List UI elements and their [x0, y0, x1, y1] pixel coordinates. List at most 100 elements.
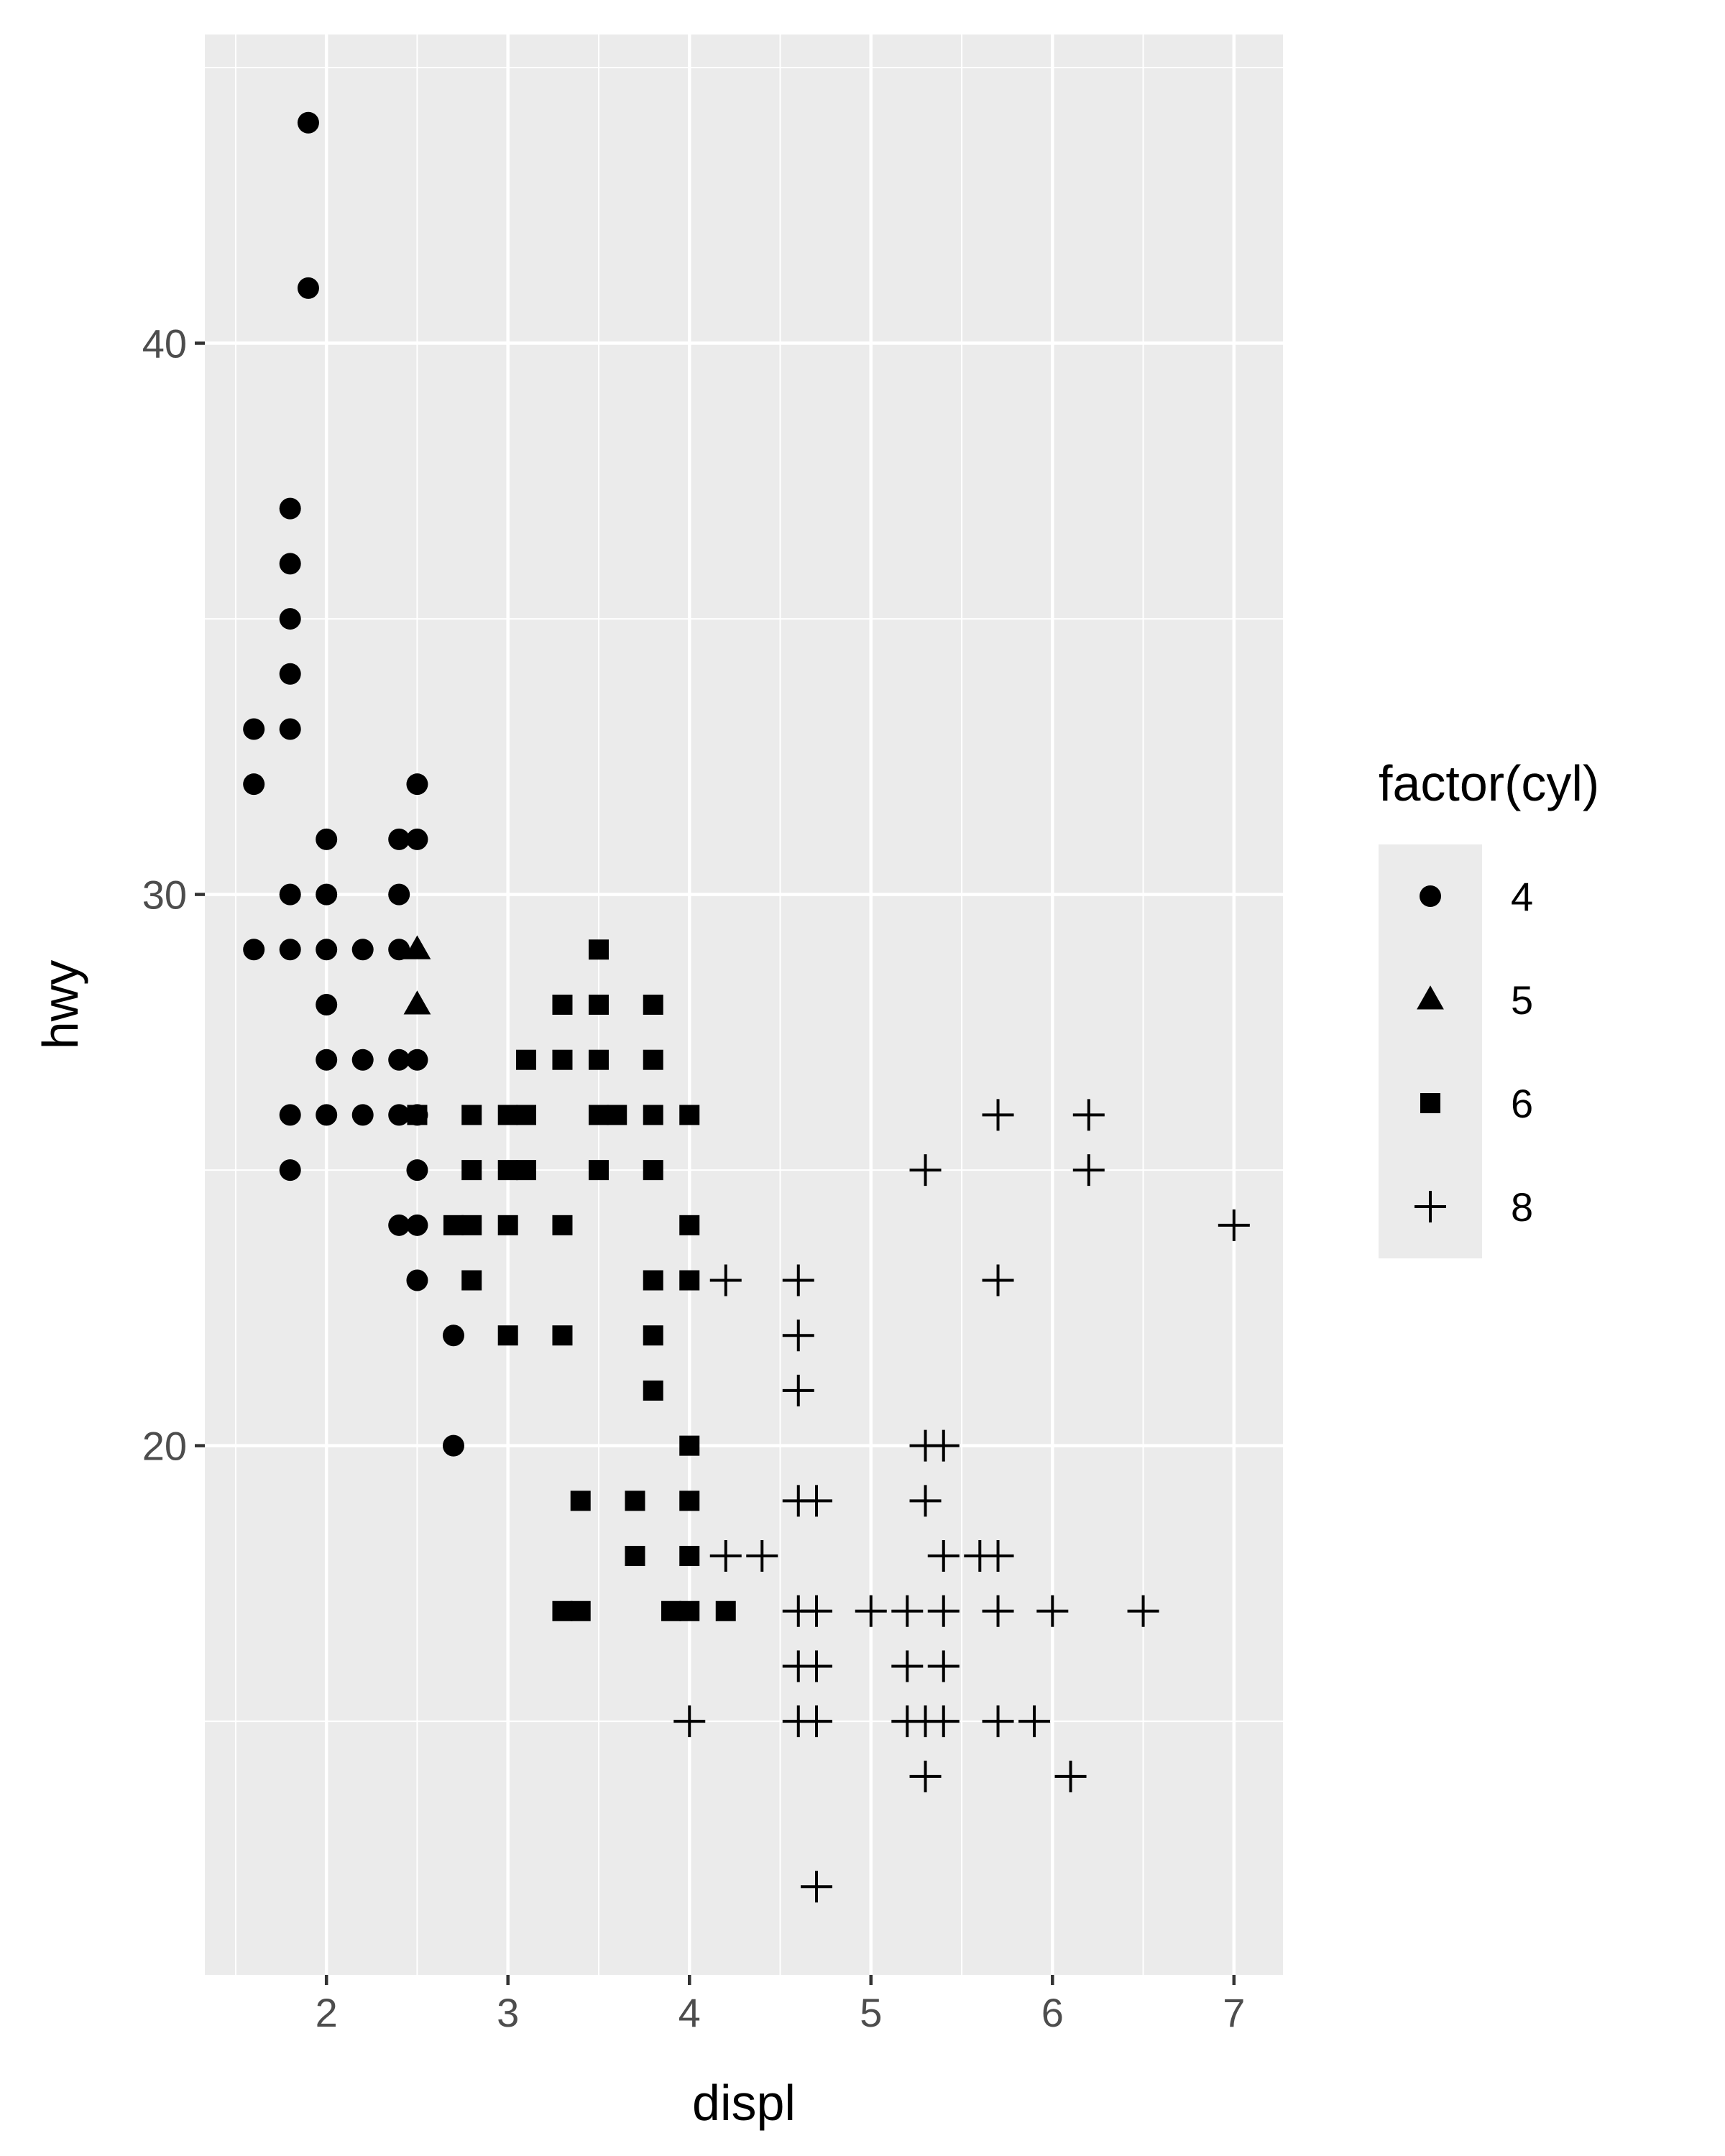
data-point-cyl-8	[982, 1540, 1014, 1572]
series-6	[407, 939, 736, 1621]
data-point-cyl-8	[927, 1705, 960, 1738]
x-axis-title: displ	[692, 2075, 796, 2131]
data-point-cyl-8	[1036, 1595, 1069, 1627]
x-tick-label: 6	[1041, 1990, 1064, 2035]
x-tick-label: 2	[316, 1990, 338, 2035]
x-tick-label: 3	[497, 1990, 519, 2035]
data-point-cyl-8	[782, 1264, 814, 1296]
data-point-cyl-4	[243, 718, 265, 740]
data-point-cyl-6	[625, 1491, 645, 1511]
y-tick-label: 40	[142, 321, 187, 367]
data-point-cyl-4	[279, 718, 301, 740]
data-point-cyl-8	[782, 1319, 814, 1352]
data-point-cyl-5	[403, 990, 431, 1015]
axes: 2 3 4 5 6 7 20 30 40	[142, 321, 1246, 2035]
data-point-cyl-8	[1054, 1760, 1087, 1792]
data-point-cyl-8	[855, 1595, 887, 1627]
data-point-cyl-6	[679, 1600, 700, 1621]
data-point-cyl-6	[552, 1600, 573, 1621]
data-point-cyl-6	[515, 1049, 536, 1070]
data-point-cyl-6	[552, 995, 573, 1015]
legend-items: 4 5 6 8	[1414, 874, 1533, 1230]
data-point-cyl-6	[443, 1215, 464, 1235]
data-point-cyl-8	[927, 1650, 960, 1682]
data-point-cyl-8	[1072, 1154, 1105, 1187]
data-point-cyl-4	[279, 553, 301, 575]
data-point-cyl-8	[1018, 1705, 1051, 1738]
data-point-cyl-8	[673, 1705, 706, 1738]
data-point-cyl-8	[801, 1871, 833, 1903]
data-point-cyl-6	[588, 1049, 609, 1070]
x-tick-label: 7	[1223, 1990, 1245, 2035]
data-point-cyl-8	[1127, 1595, 1159, 1627]
data-point-cyl-4	[351, 1049, 374, 1071]
data-point-cyl-6	[588, 939, 609, 960]
data-point-cyl-6	[607, 1105, 627, 1125]
data-point-cyl-8	[927, 1429, 960, 1462]
legend-label: 8	[1511, 1184, 1533, 1230]
data-point-cyl-6	[679, 1435, 700, 1456]
y-tick-label: 20	[142, 1424, 187, 1469]
data-point-cyl-6	[679, 1215, 700, 1235]
data-point-cyl-4	[243, 939, 265, 961]
data-point-cyl-4	[406, 1269, 428, 1291]
legend-label: 6	[1511, 1081, 1533, 1126]
data-point-cyl-6	[643, 1325, 663, 1346]
x-tick-label: 4	[678, 1990, 701, 2035]
legend-item: 6	[1420, 1081, 1533, 1126]
series-4	[243, 111, 464, 1457]
data-point-cyl-8	[982, 1705, 1014, 1738]
data-point-cyl-6	[461, 1215, 482, 1235]
data-point-cyl-8	[782, 1374, 814, 1406]
data-point-cyl-4	[316, 939, 338, 961]
data-point-cyl-6	[570, 1600, 591, 1621]
data-point-cyl-4	[388, 883, 410, 906]
legend-key-circle	[1420, 885, 1441, 907]
data-point-cyl-8	[982, 1595, 1014, 1627]
data-point-cyl-6	[588, 1105, 609, 1125]
data-point-cyl-8	[982, 1099, 1014, 1131]
data-point-cyl-6	[497, 1105, 518, 1125]
data-point-cyl-8	[801, 1595, 833, 1627]
data-point-cyl-8	[801, 1650, 833, 1682]
y-tick-label: 30	[142, 872, 187, 918]
data-point-cyl-6	[461, 1160, 482, 1181]
data-point-cyl-8	[982, 1264, 1014, 1296]
data-point-cyl-4	[442, 1434, 464, 1457]
legend-item: 4	[1420, 874, 1533, 919]
legend-label: 5	[1511, 977, 1533, 1023]
data-point-cyl-4	[279, 497, 301, 520]
data-point-cyl-4	[279, 663, 301, 685]
legend-key-square	[1420, 1093, 1440, 1113]
data-point-cyl-6	[588, 995, 609, 1015]
data-point-cyl-6	[643, 995, 663, 1015]
legend-item: 5	[1417, 977, 1533, 1023]
data-point-cyl-4	[406, 773, 428, 796]
data-point-cyl-6	[552, 1215, 573, 1235]
data-point-cyl-4	[351, 939, 374, 961]
data-point-cyl-4	[406, 1159, 428, 1181]
data-point-cyl-8	[909, 1485, 942, 1517]
data-point-cyl-6	[588, 1160, 609, 1181]
data-point-cyl-4	[279, 939, 301, 961]
data-point-cyl-4	[388, 1214, 410, 1236]
data-point-cyl-4	[406, 1214, 428, 1236]
data-point-cyl-6	[570, 1491, 591, 1511]
data-point-cyl-8	[909, 1154, 942, 1187]
data-point-cyl-6	[552, 1049, 573, 1070]
data-point-cyl-4	[297, 111, 319, 134]
data-point-cyl-5	[403, 935, 431, 959]
data-point-cyl-6	[715, 1600, 736, 1621]
plot-panel	[205, 34, 1283, 1975]
data-point-cyl-4	[406, 1049, 428, 1071]
data-point-cyl-4	[388, 828, 410, 850]
data-point-cyl-6	[643, 1270, 663, 1291]
data-point-cyl-4	[279, 608, 301, 630]
data-point-cyl-8	[801, 1485, 833, 1517]
data-point-cyl-8	[1072, 1099, 1105, 1131]
legend-key-plus	[1414, 1191, 1446, 1222]
data-point-cyl-6	[643, 1380, 663, 1401]
data-point-cyl-8	[927, 1540, 960, 1572]
series-8	[673, 1099, 1250, 1903]
